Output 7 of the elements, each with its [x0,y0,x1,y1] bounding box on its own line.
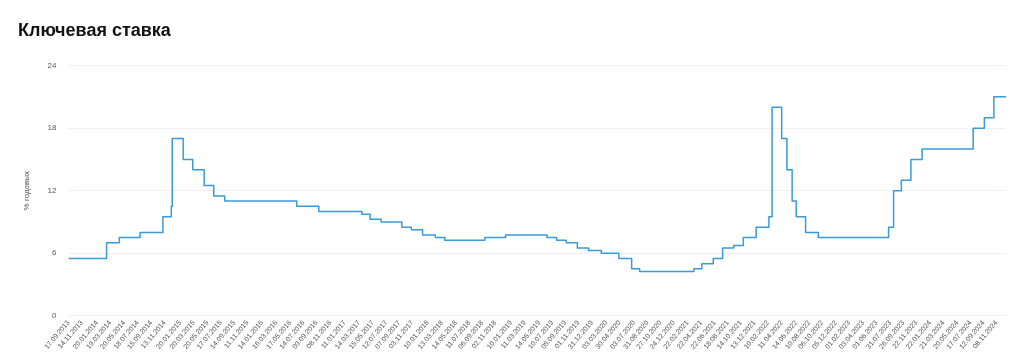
y-tick-label: 18 [47,123,58,133]
y-tick-label: 24 [47,60,58,70]
y-tick-label: 0 [52,310,58,320]
y-tick-label: 6 [52,248,58,258]
y-axis-title: % годовых [22,170,31,211]
chart-title: Ключевая ставка [18,19,172,40]
y-tick-label: 12 [47,185,58,195]
